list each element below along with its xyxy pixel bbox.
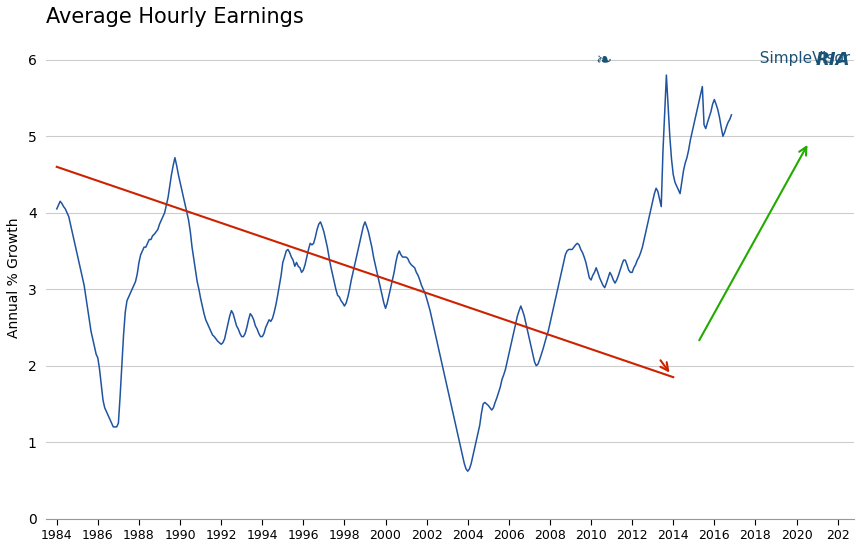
Text: RIA: RIA	[815, 51, 850, 69]
Text: Average Hourly Earnings: Average Hourly Earnings	[46, 7, 304, 27]
Text: ❧: ❧	[596, 51, 612, 70]
Text: SimpleVisor: SimpleVisor	[711, 51, 850, 66]
Y-axis label: Annual % Growth: Annual % Growth	[7, 217, 21, 338]
